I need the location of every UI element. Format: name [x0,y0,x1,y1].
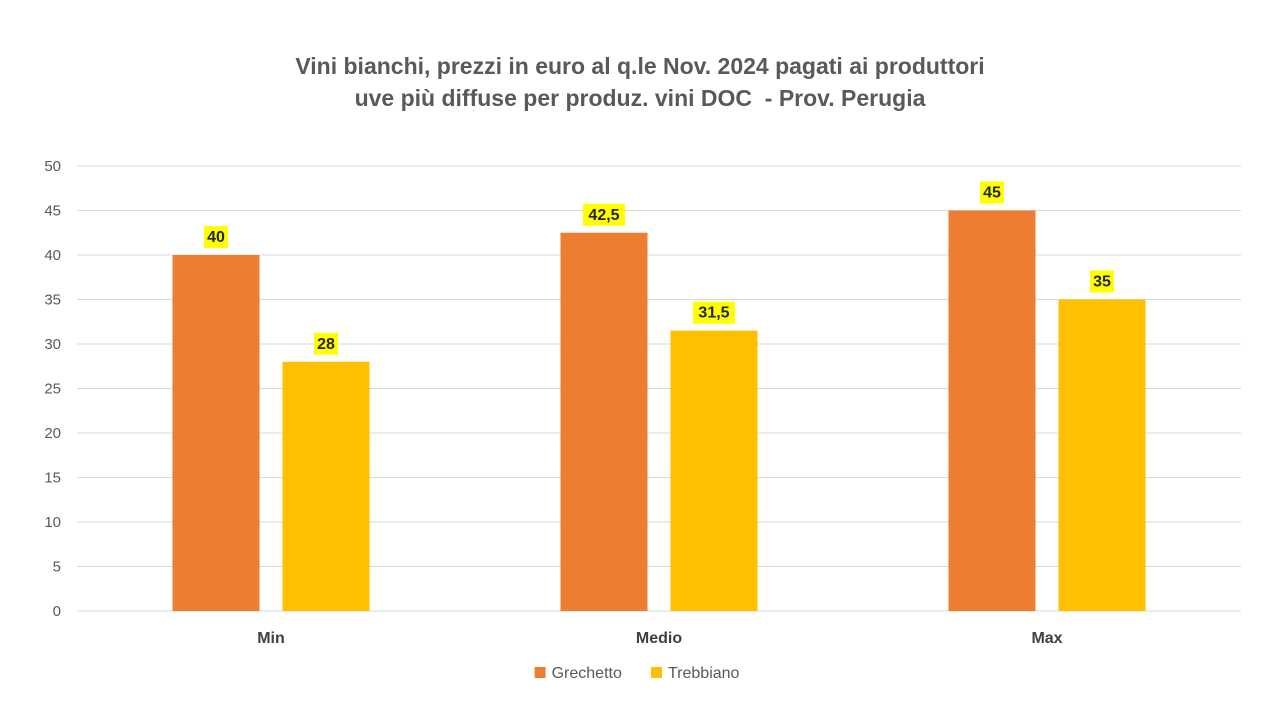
data-label: 28 [317,336,335,353]
data-label-background [980,181,1004,204]
y-axis-tick-labels: 0 5 10 15 20 25 30 35 40 45 50 [44,158,61,620]
bar-grechetto-medio [560,232,648,611]
y-tick-label: 50 [44,158,61,175]
chart-title-line-2: uve più diffuse per produz. vini DOC - P… [354,85,926,111]
category-label-medio: Medio [636,630,682,647]
legend-swatch-grechetto [534,667,546,678]
y-tick-label: 40 [44,247,61,264]
legend-label-trebbiano: Trebbiano [668,665,740,682]
data-label: 35 [1093,274,1111,291]
y-tick-label: 20 [44,425,61,442]
category-label-min: Min [257,630,285,647]
chart-title: Vini bianchi, prezzi in euro al q.le Nov… [0,50,1280,114]
data-label: 42,5 [588,207,619,224]
data-label: 31,5 [698,305,729,322]
bar-grechetto-min [172,255,260,611]
y-tick-label: 10 [44,514,61,531]
data-label-background [1090,270,1114,293]
data-label-background [314,332,338,355]
data-labels: 40 28 42,5 31,5 45 35 [204,181,1114,355]
chart-title-line-1: Vini bianchi, prezzi in euro al q.le Nov… [295,53,985,79]
y-tick-label: 5 [53,559,61,576]
bar-trebbiano-min [282,361,370,611]
data-label-background [693,301,735,324]
y-tick-label: 35 [44,292,61,309]
x-axis-category-labels: Min Medio Max [257,630,1062,647]
legend-swatch-trebbiano [651,667,662,678]
bar-trebbiano-medio [670,330,758,611]
data-label: 45 [983,185,1001,202]
gridlines [77,165,1241,612]
data-label-background [204,226,228,248]
y-tick-label: 0 [53,603,61,620]
category-label-max: Max [1031,630,1062,647]
bar-grechetto-max [948,210,1036,611]
legend: Grechetto Trebbiano [534,665,740,682]
data-label: 40 [207,229,225,246]
legend-label-grechetto: Grechetto [552,665,622,682]
y-tick-label: 45 [44,203,61,220]
y-tick-label: 15 [44,470,61,487]
bars [172,210,1146,611]
y-tick-label: 25 [44,381,61,398]
bar-trebbiano-max [1058,299,1146,611]
y-tick-label: 30 [44,336,61,353]
data-label-background [583,203,625,226]
